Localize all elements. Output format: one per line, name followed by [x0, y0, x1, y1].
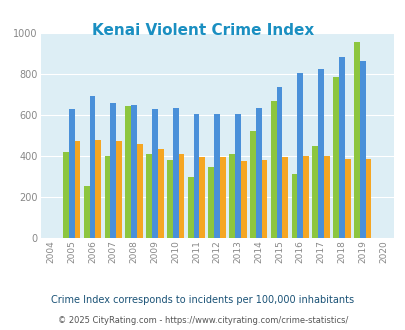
Bar	[234, 114, 240, 238]
Bar	[214, 114, 220, 238]
Bar	[83, 186, 90, 238]
Bar	[125, 106, 131, 238]
Bar	[249, 131, 255, 238]
Bar	[158, 148, 163, 238]
Bar	[166, 160, 172, 238]
Bar	[136, 144, 143, 238]
Bar	[199, 157, 205, 238]
Bar	[303, 156, 308, 238]
Bar	[110, 103, 116, 238]
Bar	[333, 77, 338, 238]
Bar	[255, 108, 261, 238]
Bar	[291, 174, 297, 238]
Bar	[75, 142, 80, 238]
Bar	[178, 154, 184, 238]
Bar	[172, 108, 178, 238]
Bar	[220, 157, 225, 238]
Bar	[261, 160, 267, 238]
Bar	[311, 146, 318, 238]
Bar	[193, 114, 199, 238]
Bar	[353, 42, 359, 238]
Bar	[359, 61, 364, 238]
Text: Kenai Violent Crime Index: Kenai Violent Crime Index	[92, 23, 313, 38]
Bar	[270, 101, 276, 238]
Bar	[364, 159, 371, 238]
Bar	[240, 161, 246, 238]
Bar	[69, 109, 75, 238]
Bar	[276, 87, 282, 238]
Bar	[131, 105, 136, 238]
Bar	[116, 142, 122, 238]
Bar	[146, 154, 151, 238]
Bar	[344, 159, 350, 238]
Bar	[95, 140, 101, 238]
Bar	[187, 177, 193, 238]
Bar	[151, 109, 158, 238]
Text: © 2025 CityRating.com - https://www.cityrating.com/crime-statistics/: © 2025 CityRating.com - https://www.city…	[58, 315, 347, 325]
Bar	[90, 96, 95, 238]
Bar	[282, 157, 288, 238]
Bar	[323, 156, 329, 238]
Bar	[297, 73, 303, 238]
Bar	[229, 154, 234, 238]
Bar	[63, 152, 69, 238]
Bar	[208, 167, 214, 238]
Bar	[338, 56, 344, 238]
Bar	[318, 69, 323, 238]
Bar	[104, 156, 110, 238]
Text: Crime Index corresponds to incidents per 100,000 inhabitants: Crime Index corresponds to incidents per…	[51, 295, 354, 305]
